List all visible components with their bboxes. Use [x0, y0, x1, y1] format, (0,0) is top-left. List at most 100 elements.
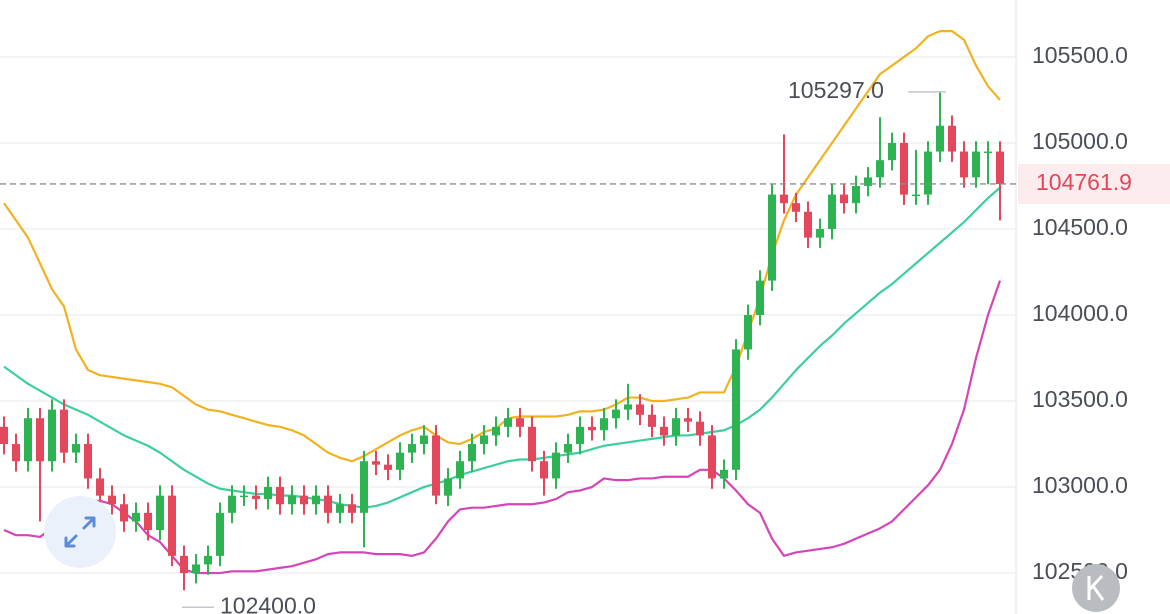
candle-body	[384, 464, 392, 470]
candle-body	[888, 142, 896, 161]
candle-body	[768, 194, 776, 281]
annotation-label: 105297.0	[788, 77, 884, 103]
candle-body	[672, 418, 680, 436]
candle-body	[48, 409, 56, 462]
y-tick-label: 105500.0	[1032, 42, 1128, 68]
candle-body	[0, 426, 8, 445]
expand-circle[interactable]	[44, 496, 116, 568]
candle-body	[180, 555, 188, 574]
candle-body	[852, 185, 860, 204]
candle-body	[84, 444, 92, 479]
candle-body	[552, 452, 560, 479]
candle-body	[420, 435, 428, 445]
y-tick-label: 103500.0	[1032, 386, 1128, 412]
y-tick-label: 104500.0	[1032, 214, 1128, 240]
candle-body	[444, 478, 452, 496]
candle-body	[876, 160, 884, 178]
candle-body	[324, 495, 332, 513]
candle-body	[936, 125, 944, 152]
candle-body	[612, 409, 620, 419]
candle-body	[360, 461, 368, 513]
candle-body	[912, 194, 920, 197]
expand-button[interactable]	[44, 496, 116, 568]
candle-body	[588, 426, 596, 431]
candle-body	[732, 349, 740, 470]
candle-body	[504, 418, 512, 427]
candle-body	[396, 452, 404, 470]
candle-body	[72, 444, 80, 453]
candle-body	[408, 444, 416, 453]
y-tick-label: 104000.0	[1032, 300, 1128, 326]
candle-body	[60, 409, 68, 453]
last-price-label: 104761.9	[1036, 169, 1132, 195]
band-line	[3, 30, 1001, 463]
candle-body	[516, 418, 524, 427]
candle-body	[828, 194, 836, 229]
candle-body	[900, 142, 908, 195]
candle-body	[156, 495, 164, 531]
candle-body	[240, 495, 248, 498]
candle-body	[36, 418, 44, 462]
candle-body	[792, 203, 800, 212]
overlay: 102500.0103000.0103500.0104000.0104500.0…	[0, 42, 1170, 614]
candle-body	[252, 495, 260, 500]
candle-body	[204, 555, 212, 565]
candle-body	[528, 426, 536, 462]
candle-body	[456, 461, 464, 479]
candle-body	[276, 487, 284, 505]
candle-body	[600, 418, 608, 431]
candle-body	[576, 426, 584, 445]
candle-body	[924, 151, 932, 195]
candle-body	[960, 151, 968, 178]
candle-body	[228, 495, 236, 513]
y-tick-label: 103000.0	[1032, 472, 1128, 498]
candle-body	[744, 314, 752, 350]
candle-body	[540, 461, 548, 479]
candle-body	[312, 495, 320, 505]
candle-body	[756, 280, 764, 315]
candle-body	[720, 469, 728, 479]
logo-mark	[1087, 574, 1105, 601]
candle-body	[804, 211, 812, 238]
annotation-label: 102400.0	[220, 592, 316, 614]
candle-body	[120, 504, 128, 522]
candle-body	[216, 512, 224, 556]
candle-body	[948, 125, 956, 152]
candle-body	[24, 418, 32, 462]
candle-body	[264, 487, 272, 500]
candle-body	[648, 414, 656, 427]
candle-body	[468, 444, 476, 462]
y-tick-label: 105000.0	[1032, 128, 1128, 154]
expand-icon[interactable]	[64, 516, 96, 548]
candle-body	[636, 404, 644, 415]
band-line	[3, 186, 1001, 509]
candle-body	[480, 435, 488, 445]
candle-body	[816, 228, 824, 238]
candle-body	[492, 426, 500, 436]
candle-body	[780, 194, 788, 204]
candle-body	[144, 512, 152, 531]
candles	[0, 91, 1004, 591]
candle-body	[192, 564, 200, 574]
candle-body	[96, 478, 104, 496]
logo	[1072, 564, 1120, 612]
last-price-badge	[1018, 163, 1170, 204]
candle-body	[660, 426, 668, 436]
candle-body	[624, 404, 632, 410]
candle-body	[108, 495, 116, 505]
candle-body	[984, 151, 992, 154]
candle-body	[372, 461, 380, 465]
candle-body	[132, 512, 140, 522]
candle-body	[996, 151, 1004, 184]
candle-body	[300, 495, 308, 505]
grid	[0, 56, 1016, 574]
candle-body	[348, 504, 356, 513]
candle-body	[12, 444, 20, 462]
candle-body	[288, 495, 296, 505]
candle-body	[972, 151, 980, 178]
candle-body	[432, 435, 440, 496]
candle-body	[684, 418, 692, 422]
candle-body	[864, 177, 872, 186]
